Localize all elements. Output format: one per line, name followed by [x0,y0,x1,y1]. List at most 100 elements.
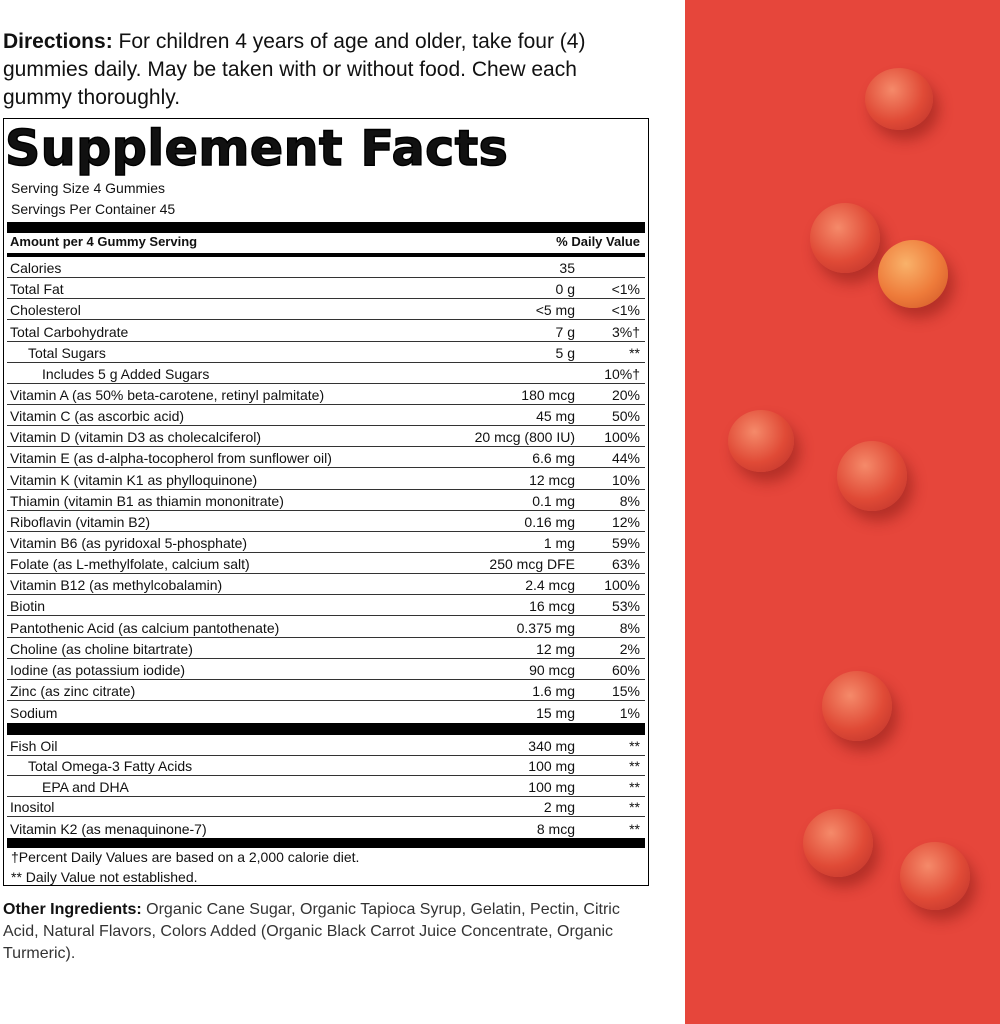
fact-row: Cholesterol <5 mg <1% [7,299,645,321]
nutrient-name: Inositol [10,799,55,816]
amount: 1.6 mg [532,682,575,699]
gummy [810,203,880,273]
fact-row: Vitamin E (as d-alpha-tocopherol from su… [7,447,645,469]
facts-title: Supplement Facts [4,119,509,178]
daily-value: 3%† [611,323,640,340]
amount: 250 mcg DFE [489,556,575,573]
nutrient-name: Total Fat [10,281,64,298]
gummy [865,68,933,130]
amount: 12 mg [536,640,575,657]
fact-row: Riboflavin (vitamin B2) 0.16 mg 12% [7,511,645,532]
fact-row: Fish Oil 340 mg ** [7,735,645,756]
fact-row: Thiamin (vitamin B1 as thiamin mononitra… [7,490,645,511]
photo-panel [685,0,1000,1024]
amount: 0 g [555,281,575,298]
nutrient-name: Total Omega-3 Fatty Acids [28,758,193,775]
thick-rule [7,723,645,735]
daily-value: ** [629,799,640,816]
amount: 8 mcg [536,820,575,837]
nutrient-name: Includes 5 g Added Sugars [42,365,210,382]
directions-label: Directions: [3,30,113,53]
amount: 20 mcg (800 IU) [474,429,575,446]
daily-value: 15% [611,682,640,699]
nutrient-name: Cholesterol [10,302,81,319]
daily-value: 8% [619,492,640,509]
amount: 16 mcg [529,598,575,615]
nutrient-name: Vitamin D (vitamin D3 as cholecalciferol… [10,429,262,446]
daily-value: 59% [611,534,640,551]
amount: 7 g [555,323,575,340]
daily-value: 1% [619,705,640,722]
nutrient-name: Vitamin A (as 50% beta-carotene, retinyl… [10,386,325,403]
footnote: ** Daily Value not established. [11,869,198,885]
fact-row: Vitamin C (as ascorbic acid) 45 mg 50% [7,405,645,427]
fact-row: Vitamin B12 (as methylcobalamin) 2.4 mcg 1… [7,574,645,596]
daily-value: 12% [611,513,640,530]
directions: Directions: For children 4 years of age … [3,28,643,112]
amount: 1 mg [543,534,575,551]
other-ingredients-text: Organic Cane Sugar, Organic Tapioca Syru… [3,901,620,962]
amount: 15 mg [536,705,575,722]
daily-value: 10% [611,471,640,488]
gummy [728,410,794,472]
daily-value: 44% [611,450,640,467]
amount: 2.4 mcg [525,577,575,594]
fact-row: Folate (as L-methylfolate, calcium salt)… [7,553,645,575]
amount: 5 g [555,344,575,361]
fact-row: Choline (as choline bitartrate) 12 mg 2% [7,638,645,659]
fact-row: Biotin 16 mcg 53% [7,595,645,617]
daily-value: <1% [611,281,640,298]
nutrient-name: Pantothenic Acid (as calcium pantothenat… [10,619,280,636]
daily-value: <1% [611,302,640,319]
fact-row: Calories 35 [7,257,645,279]
amount: 45 mg [536,408,575,425]
gummy [900,842,970,910]
nutrient-name: EPA and DHA [42,778,129,795]
nutrient-name: Biotin [10,598,46,615]
daily-value: ** [629,820,640,837]
amount: 100 mg [528,758,575,775]
gummy [822,671,892,741]
footnote: †Percent Daily Values are based on a 2,0… [11,849,360,865]
fact-row: Vitamin K2 (as menaquinone-7) 8 mcg ** [7,817,645,838]
nutrient-name: Calories [10,260,62,277]
fact-row: Iodine (as potassium iodide) 90 mcg 60% [7,659,645,680]
amount: 340 mg [528,737,575,754]
amount: 6.6 mg [532,450,575,467]
amount: 0.375 mg [516,619,575,636]
daily-value: 60% [611,661,640,678]
other-ingredients-label: Other Ingredients: [3,901,142,918]
gummy [878,240,948,308]
daily-value: 100% [604,577,640,594]
other-ingredients: Other Ingredients: Organic Cane Sugar, O… [3,899,653,965]
daily-value: 50% [611,408,640,425]
amount: 35 [559,260,575,277]
nutrient-name: Vitamin E (as d-alpha-tocopherol from su… [10,450,332,467]
amount: 12 mcg [529,471,575,488]
fact-row: Zinc (as zinc citrate) 1.6 mg 15% [7,680,645,701]
nutrient-name: Vitamin B6 (as pyridoxal 5-phosphate) [10,534,248,551]
fact-row: Vitamin B6 (as pyridoxal 5-phosphate) 1 m… [7,532,645,553]
fact-row: Vitamin A (as 50% beta-carotene, retinyl… [7,384,645,405]
facts-box [3,118,649,886]
daily-value: 2% [619,640,640,657]
nutrient-name: Choline (as choline bitartrate) [10,640,193,657]
amount: <5 mg [535,302,575,319]
daily-value: 53% [611,598,640,615]
nutrient-name: Thiamin (vitamin B1 as thiamin mononitra… [10,492,284,509]
fact-row: Vitamin D (vitamin D3 as cholecalciferol… [7,426,645,448]
servings-per-container: Servings Per Container 45 [11,201,176,217]
amount: 2 mg [543,799,575,816]
nutrient-name: Fish Oil [10,737,58,754]
fact-row: Total Sugars 5 g ** [7,342,645,363]
fact-row: Vitamin K (vitamin K1 as phylloquinone) 1… [7,468,645,490]
gummy [803,809,873,877]
fact-row: Sodium 15 mg 1% [7,701,645,722]
fact-row: Inositol 2 mg ** [7,797,645,818]
fact-row: Pantothenic Acid (as calcium pantothenat… [7,616,645,638]
gummy [837,441,907,511]
daily-value: 100% [604,429,640,446]
amount: 90 mcg [529,661,575,678]
fact-row: Total Fat 0 g <1% [7,278,645,300]
